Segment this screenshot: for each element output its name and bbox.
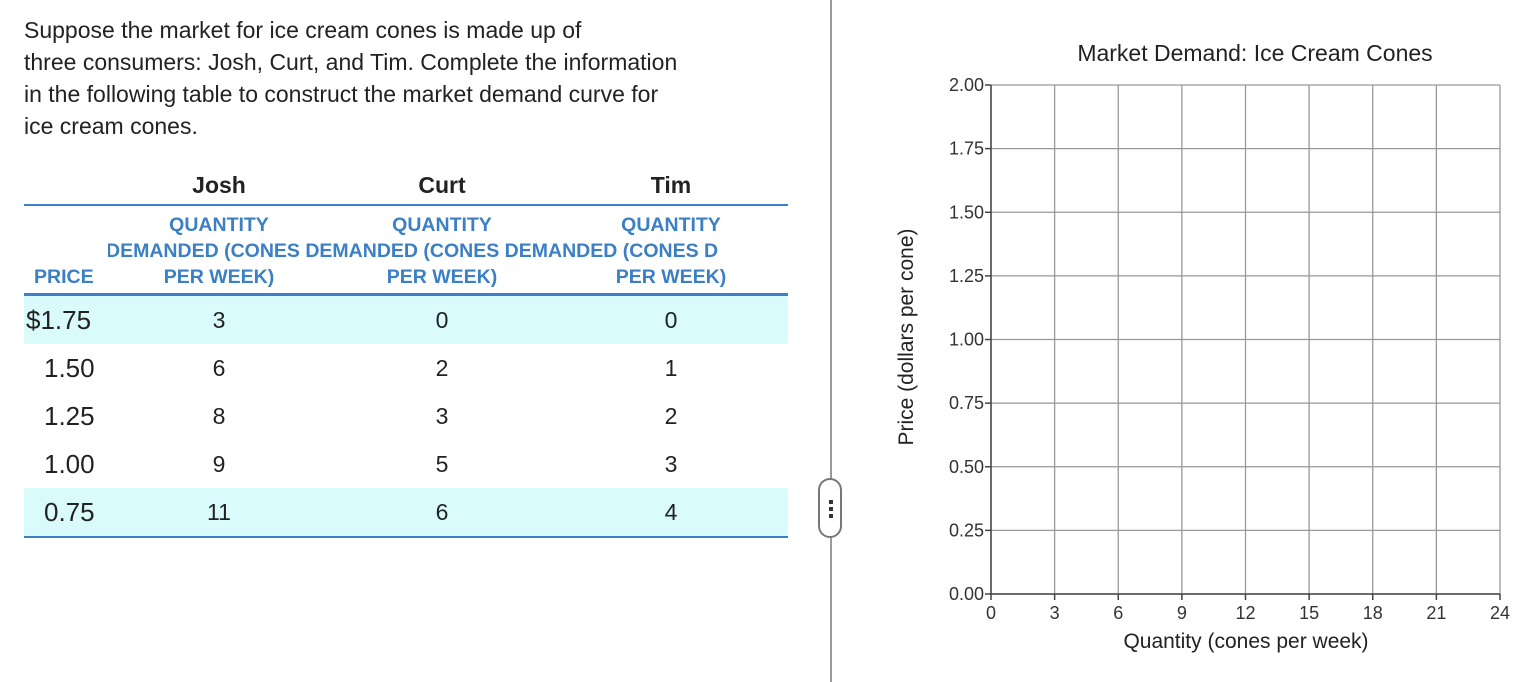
x-tick-label: 0 xyxy=(986,603,996,623)
curt-quantity: 5 xyxy=(435,450,449,477)
y-tick-label: 0.75 xyxy=(949,393,984,413)
y-tick-label: 2.00 xyxy=(949,75,984,95)
y-tick-label: 1.50 xyxy=(949,202,984,222)
table-row: 1.25 8 3 2 xyxy=(24,392,788,440)
table-row: 1.00 9 5 3 xyxy=(24,440,788,488)
pane-divider xyxy=(830,0,832,682)
price-spacer xyxy=(24,166,108,206)
per-week-label: PER WEEK) xyxy=(386,266,498,288)
y-tick-label: 0.00 xyxy=(949,584,984,604)
x-axis-ticks: 0 3 6 9 12 15 18 21 24 xyxy=(986,594,1510,623)
x-tick-label: 12 xyxy=(1235,603,1255,623)
tim-quantity: 0 xyxy=(554,294,788,344)
y-axis-label: Price (dollars per cone) xyxy=(895,228,918,445)
header-price: PRICE xyxy=(24,205,108,296)
quantity-label: QUANTITY xyxy=(169,214,269,236)
y-tick-label: 1.25 xyxy=(949,266,984,286)
josh-quantity: 9 xyxy=(212,450,226,477)
intro-line: Suppose the market for ice cream cones i… xyxy=(24,17,582,43)
curt-quantity: 0 xyxy=(330,294,554,344)
per-week-label: PER WEEK) xyxy=(615,266,727,288)
x-tick-label: 9 xyxy=(1177,603,1187,623)
table-row: 0.75 11 6 4 xyxy=(24,488,788,538)
divider-drag-handle[interactable] xyxy=(818,478,842,538)
chart-title: Market Demand: Ice Cream Cones xyxy=(1077,40,1432,66)
x-axis-label: Quantity (cones per week) xyxy=(1123,630,1368,653)
josh-quantity: 6 xyxy=(212,354,226,381)
quantity-label: QUANTITY xyxy=(392,214,492,236)
demand-table: Josh Curt Tim PRICE QUANTITY QUANTITY QUAN… xyxy=(24,166,788,538)
header-josh: Josh xyxy=(108,166,330,206)
tim-quantity: 2 xyxy=(664,402,678,429)
y-tick-label: 0.25 xyxy=(949,520,984,540)
chart-grid xyxy=(990,84,1501,595)
table-row: 1.50 6 2 1 xyxy=(24,344,788,392)
intro-line: ice cream cones. xyxy=(24,113,198,139)
header-quantity-demanded: QUANTITY QUANTITY QUANTITY DEMANDED (CONES… xyxy=(108,205,788,296)
y-axis-ticks: 0.00 0.25 0.50 0.75 1.00 1.25 1.50 1.75 2.00 xyxy=(949,75,991,604)
josh-quantity: 11 xyxy=(108,488,330,538)
price-cell: 1.50 xyxy=(44,352,95,383)
y-tick-label: 0.50 xyxy=(949,457,984,477)
y-tick-label: 1.75 xyxy=(949,139,984,159)
x-tick-label: 21 xyxy=(1426,603,1446,623)
question-pane: Suppose the market for ice cream cones i… xyxy=(24,14,788,538)
x-tick-label: 18 xyxy=(1363,603,1383,623)
per-week-label: PER WEEK) xyxy=(163,266,275,288)
x-tick-label: 15 xyxy=(1299,603,1319,623)
table-row: $1.75 3 0 0 xyxy=(24,294,788,344)
price-cell: 0.75 xyxy=(24,488,108,538)
intro-line: three consumers: Josh, Curt, and Tim. Co… xyxy=(24,49,678,75)
tim-quantity: 4 xyxy=(554,488,788,538)
tim-quantity: 1 xyxy=(664,354,678,381)
intro-line: in the following table to construct the … xyxy=(24,81,659,107)
market-demand-chart[interactable]: Market Demand: Ice Cream Cones 0.000.250… xyxy=(880,0,1526,682)
y-tick-label: 1.00 xyxy=(949,330,984,350)
question-text: Suppose the market for ice cream cones i… xyxy=(24,14,784,142)
curt-quantity: 6 xyxy=(330,488,554,538)
x-tick-label: 24 xyxy=(1490,603,1510,623)
header-tim: Tim xyxy=(554,166,788,206)
curt-quantity: 2 xyxy=(435,354,449,381)
curt-quantity: 3 xyxy=(435,402,449,429)
josh-quantity: 8 xyxy=(212,402,226,429)
x-tick-label: 3 xyxy=(1050,603,1060,623)
x-tick-label: 6 xyxy=(1113,603,1123,623)
quantity-label: QUANTITY xyxy=(621,214,721,236)
price-cell: $1.75 xyxy=(24,294,108,344)
price-cell: 1.00 xyxy=(44,448,95,479)
header-curt: Curt xyxy=(330,166,554,206)
price-cell: 1.25 xyxy=(44,400,95,431)
demanded-label: DEMANDED (CONES DEMANDED (CONES DEMANDED… xyxy=(108,240,719,262)
josh-quantity: 3 xyxy=(108,294,330,344)
tim-quantity: 3 xyxy=(664,450,678,477)
